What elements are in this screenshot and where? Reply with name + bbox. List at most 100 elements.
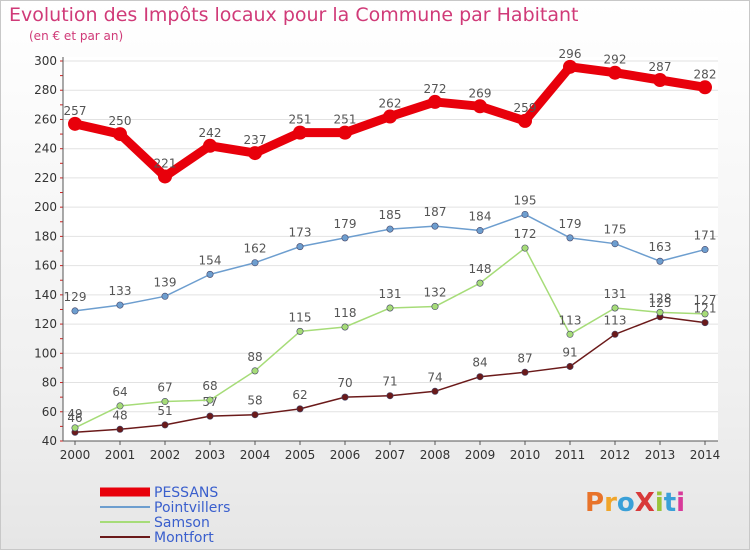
series-samson: 49 64 67 68 88 115 118 131 132 148 172 113 131 128 127	[67, 227, 717, 432]
data-label: 296	[559, 47, 582, 61]
data-point	[341, 234, 349, 242]
data-label: 48	[112, 408, 127, 422]
data-label: 46	[67, 411, 82, 425]
x-tick-label: 2012	[600, 448, 631, 462]
data-label: 292	[604, 53, 627, 67]
data-label: 58	[247, 394, 262, 408]
y-tick-label: 120	[34, 317, 57, 331]
data-label: 49	[67, 407, 82, 421]
data-label: 68	[202, 379, 217, 393]
x-tick-label: 2003	[195, 448, 226, 462]
x-tick-label: 2010	[510, 448, 541, 462]
data-label: 175	[604, 223, 627, 237]
data-label: 113	[604, 313, 627, 327]
y-tick-label: 260	[34, 112, 57, 126]
data-label: 269	[469, 86, 492, 100]
data-point	[653, 73, 667, 87]
data-label: 132	[424, 286, 447, 300]
data-point	[293, 125, 307, 140]
data-point	[566, 362, 574, 370]
data-label: 184	[469, 210, 492, 224]
logo-letter: r	[604, 488, 617, 518]
y-tick-label: 100	[34, 346, 57, 360]
proxiti-logo: ProXiti	[585, 488, 685, 518]
data-label: 128	[649, 291, 672, 305]
legend-item-montfort: Montfort	[100, 530, 214, 546]
data-point	[656, 308, 664, 316]
data-point	[701, 310, 709, 318]
x-tick-label: 2011	[555, 448, 586, 462]
data-point	[116, 425, 124, 433]
data-point	[296, 243, 304, 251]
y-tick-label: 40	[42, 434, 57, 448]
logo-letter: t	[663, 488, 677, 518]
y-tick-label: 200	[34, 200, 57, 214]
x-tick-label: 2000	[60, 448, 91, 462]
data-label: 88	[247, 350, 262, 364]
legend-item-pointvillers: Pointvillers	[100, 500, 230, 516]
y-tick-label: 240	[34, 142, 57, 156]
x-tick-label: 2008	[420, 448, 451, 462]
data-point	[383, 109, 397, 124]
series-pessans: 257 250 221 242 237 251 251 262 272 269 259 296 292 2…	[64, 47, 717, 184]
data-label: 62	[292, 388, 307, 402]
data-label: 250	[109, 114, 132, 128]
data-label: 172	[514, 227, 537, 241]
data-label: 221	[154, 156, 177, 170]
data-label: 185	[379, 208, 402, 222]
data-label: 257	[64, 104, 87, 118]
legend-label: Samson	[154, 515, 210, 531]
data-point	[203, 138, 217, 153]
data-point	[476, 279, 484, 287]
y-tick-label: 180	[34, 229, 57, 243]
data-point	[518, 113, 532, 128]
data-point	[341, 323, 349, 331]
data-point	[431, 303, 439, 311]
data-label: 70	[337, 376, 352, 390]
logo-letter: i	[676, 488, 686, 518]
data-point	[521, 368, 529, 376]
data-label: 272	[424, 82, 447, 96]
data-label: 242	[199, 126, 222, 140]
data-label: 154	[199, 253, 222, 267]
data-label: 87	[517, 351, 532, 365]
data-label: 282	[694, 67, 717, 81]
y-tick-label: 280	[34, 83, 57, 97]
data-label: 127	[694, 293, 717, 307]
data-label: 187	[424, 205, 447, 219]
legend-item-samson: Samson	[100, 515, 210, 531]
x-tick-label: 2006	[330, 448, 361, 462]
legend-item-pessans: PESSANS	[100, 485, 218, 501]
data-point	[611, 240, 619, 248]
data-point	[161, 292, 169, 300]
data-point	[116, 301, 124, 309]
y-tick-label: 300	[34, 54, 57, 68]
data-point	[473, 99, 487, 114]
data-point	[116, 402, 124, 410]
y-tick-label: 80	[42, 376, 57, 390]
data-label: 121	[694, 302, 717, 316]
data-label: 171	[694, 229, 717, 243]
x-tick-label: 2004	[240, 448, 271, 462]
data-label: 173	[289, 226, 312, 240]
data-label: 139	[154, 275, 177, 289]
data-label: 179	[559, 217, 582, 231]
data-point	[386, 392, 394, 400]
logo-letter: X	[634, 488, 655, 518]
data-label: 179	[334, 217, 357, 231]
data-label: 259	[514, 101, 537, 115]
logo-letter: o	[616, 488, 635, 518]
data-label: 115	[289, 310, 312, 324]
data-label: 84	[472, 356, 487, 370]
data-point	[113, 127, 127, 142]
data-label: 51	[157, 404, 172, 418]
series-pointvillers: 129 133 139 154 162 173 179 185 187 184 195 179 175 1…	[64, 193, 717, 315]
data-point	[338, 125, 352, 140]
data-point	[611, 330, 619, 338]
data-point	[698, 80, 712, 95]
x-tick-label: 2013	[645, 448, 676, 462]
data-label: 118	[334, 306, 357, 320]
data-point	[611, 304, 619, 312]
data-label: 131	[379, 287, 402, 301]
data-point	[248, 146, 262, 161]
